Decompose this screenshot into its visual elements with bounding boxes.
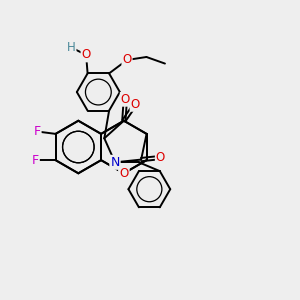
Text: O: O	[122, 53, 132, 67]
Text: F: F	[34, 125, 40, 138]
Text: F: F	[32, 154, 39, 167]
Text: O: O	[119, 167, 128, 180]
Text: O: O	[82, 48, 91, 62]
Text: O: O	[119, 167, 128, 180]
Text: O: O	[156, 151, 165, 164]
Text: O: O	[130, 98, 140, 111]
Text: H: H	[67, 41, 76, 54]
Text: O: O	[121, 93, 130, 106]
Text: N: N	[110, 156, 120, 169]
